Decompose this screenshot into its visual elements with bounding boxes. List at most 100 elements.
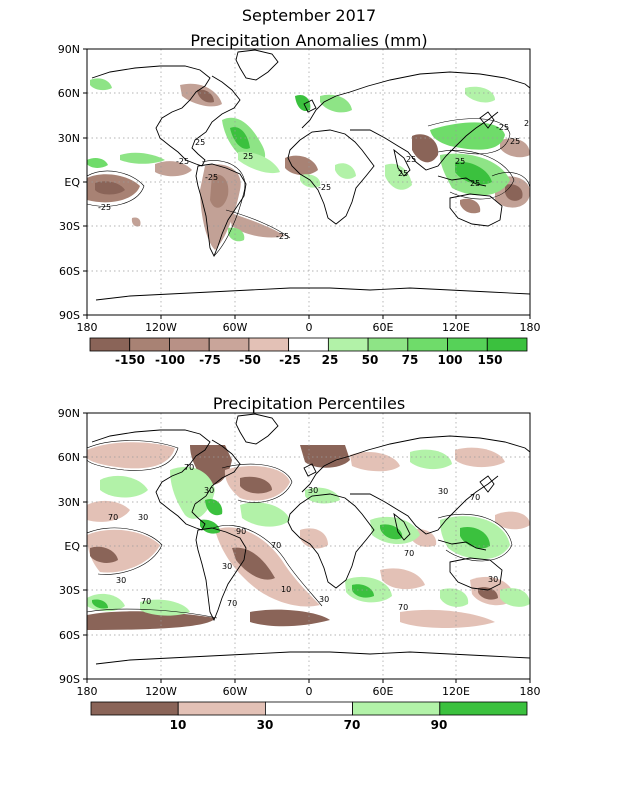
lon-label: 120W [145, 685, 177, 698]
colorbar-label: -75 [199, 353, 221, 367]
anomaly-contour-label: -25 [496, 123, 509, 132]
colorbar-label: -100 [155, 353, 185, 367]
colorbar-label: 50 [362, 353, 379, 367]
percentile-colorbar [90, 701, 528, 716]
percentile-contour-label: 30 [204, 486, 214, 495]
anomaly-coastlines [91, 49, 530, 301]
anomaly-contour-label: 25 [455, 157, 465, 166]
colorbar-label: 150 [477, 353, 502, 367]
anomaly-contour-label: 25 [524, 119, 534, 128]
colorbar-swatch [407, 337, 448, 352]
lon-label: 180 [520, 685, 541, 698]
percentile-contour-label: 30 [319, 595, 329, 604]
anomaly-contour-label: -25 [276, 232, 289, 241]
percentile-contour-label: 30 [116, 576, 126, 585]
anomaly-lon-labels: 180 120W 60W 0 60E 120E 180 [77, 321, 541, 334]
anomaly-contour-label: 25 [510, 137, 520, 146]
colorbar-swatch [248, 337, 290, 352]
colorbar-swatch [208, 337, 250, 352]
colorbar-label: 75 [402, 353, 419, 367]
anomaly-contours [87, 118, 530, 257]
anomaly-contour-label: 25 [398, 169, 408, 178]
anomaly-ticks [83, 48, 531, 319]
anomaly-panel: Precipitation Anomalies (mm) [58, 31, 541, 367]
lon-label: 60W [223, 321, 248, 334]
lat-label: EQ [64, 176, 80, 189]
colorbar-label: -50 [239, 353, 261, 367]
lat-label: 60S [59, 265, 80, 278]
anomaly-contour-labels: 25 25 25 25 25 25 25 25 -25 -25 -25 -25 … [98, 119, 534, 241]
percentile-contour-label: 30 [438, 487, 448, 496]
colorbar-label: 90 [431, 718, 448, 732]
colorbar-swatch [352, 701, 441, 716]
lat-label: 60S [59, 629, 80, 642]
percentile-lat-labels: 90N 60N 30N EQ 30S 60S 90S [58, 407, 81, 686]
anomaly-lat-labels: 90N 60N 30N EQ 30S 60S 90S [58, 43, 81, 322]
percentile-map: 70 70 70 70 70 70 70 70 30 30 30 30 30 3… [87, 413, 530, 679]
colorbar-swatch [264, 701, 353, 716]
percentile-contour-label: 70 [470, 493, 480, 502]
percentile-contour-label: 30 [138, 513, 148, 522]
colorbar-swatch [439, 701, 528, 716]
lon-label: 120E [442, 321, 470, 334]
percentile-contour-label: 70 [227, 599, 237, 608]
percentile-contour-label: 70 [108, 513, 118, 522]
percentile-contour-labels: 70 70 70 70 70 70 70 70 30 30 30 30 30 3… [108, 463, 498, 612]
lon-label: 180 [77, 685, 98, 698]
lat-label: 30S [59, 584, 80, 597]
percentile-ticks [83, 412, 531, 683]
anomaly-grid [87, 49, 530, 315]
lat-label: 60N [58, 451, 80, 464]
percentile-contour-label: 30 [308, 486, 318, 495]
lon-label: 60W [223, 685, 248, 698]
lon-label: 60E [373, 321, 394, 334]
colorbar-label: 100 [437, 353, 462, 367]
anomaly-contour-label: 25 [243, 152, 253, 161]
lat-label: 90S [59, 309, 80, 322]
colorbar-label: 25 [322, 353, 339, 367]
colorbar-swatch [177, 701, 266, 716]
colorbar-swatch [486, 337, 528, 352]
colorbar-label: 70 [344, 718, 361, 732]
percentile-contour-label: 70 [184, 463, 194, 472]
colorbar-swatch [90, 701, 179, 716]
percentile-contour-label: 70 [271, 541, 281, 550]
anomaly-contour-label: -25 [318, 183, 331, 192]
anomaly-contour-label: 25 [195, 138, 205, 147]
colorbar-swatch [327, 337, 369, 352]
lon-label: 120W [145, 321, 177, 334]
lon-label: 180 [520, 321, 541, 334]
anomaly-contour-label: -25 [176, 157, 189, 166]
percentile-dry-regions [87, 442, 530, 630]
percentile-contour-label: 30 [488, 575, 498, 584]
colorbar-label: 10 [170, 718, 187, 732]
lat-label: EQ [64, 540, 80, 553]
percentile-contours [87, 440, 513, 619]
lat-label: 30N [58, 496, 80, 509]
anomaly-contour-label: -25 [98, 203, 111, 212]
lat-label: 90N [58, 43, 80, 56]
lat-label: 90N [58, 407, 80, 420]
anomaly-dry-regions [87, 83, 530, 250]
colorbar-swatch [367, 337, 409, 352]
percentile-colorbar-labels: 10 30 70 90 [170, 718, 448, 732]
anomaly-title: Precipitation Anomalies (mm) [190, 31, 427, 50]
anomaly-colorbar-labels: -150 -100 -75 -50 -25 25 50 75 100 150 [115, 353, 503, 367]
percentile-coastlines [91, 413, 530, 665]
lon-label: 120E [442, 685, 470, 698]
colorbar-label: -25 [279, 353, 301, 367]
colorbar-swatch [169, 337, 210, 352]
lat-label: 30S [59, 220, 80, 233]
percentile-contour-label: 70 [404, 549, 414, 558]
lat-label: 30N [58, 132, 80, 145]
lat-label: 90S [59, 673, 80, 686]
anomaly-contour-label: 25 [470, 179, 480, 188]
lon-label: 0 [306, 321, 313, 334]
percentile-contour-label: 30 [222, 562, 232, 571]
colorbar-swatch [89, 337, 131, 352]
anomaly-map: 25 25 25 25 25 25 25 25 -25 -25 -25 -25 … [87, 49, 534, 315]
percentile-lon-labels: 180 120W 60W 0 60E 120E 180 [77, 685, 541, 698]
anomaly-contour-label: -25 [205, 173, 218, 182]
lon-label: 0 [306, 685, 313, 698]
